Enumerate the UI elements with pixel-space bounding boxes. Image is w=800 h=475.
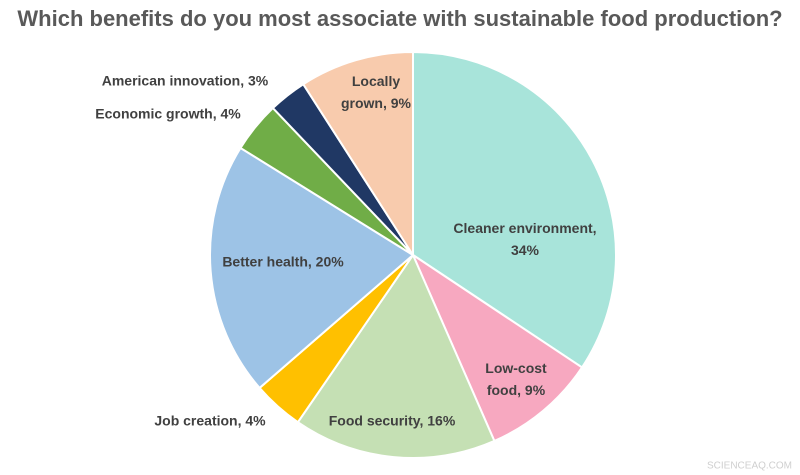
pie-slice <box>410 252 584 443</box>
slice-label: Job creation, 4% <box>154 413 266 429</box>
slice-label: Low-cost food, 9% <box>485 360 547 398</box>
slice-label: Food security, 16% <box>329 413 456 429</box>
chart-title: Which benefits do you most associate wit… <box>17 6 782 31</box>
slice-label: American innovation, 3% <box>102 73 269 89</box>
watermark: SCIENCEAQ.COM <box>707 461 792 472</box>
slice-label: Locally grown, 9% <box>341 73 412 111</box>
slice-label: Better health, 20% <box>222 254 344 270</box>
slice-label: Economic growth, 4% <box>95 106 241 122</box>
pie-slice <box>209 146 415 390</box>
pie-slice <box>301 50 414 259</box>
pie-slice <box>296 252 496 459</box>
slice-label: Cleaner environment, 34% <box>453 220 596 258</box>
